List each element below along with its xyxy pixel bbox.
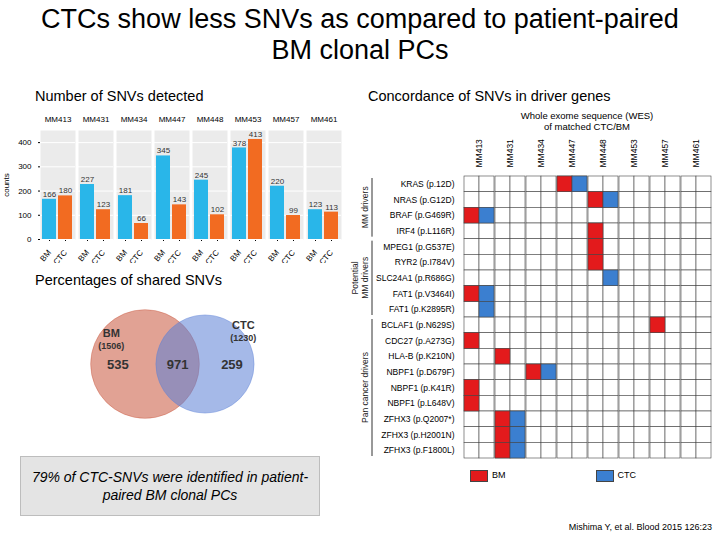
svg-text:MM461: MM461 [311,115,338,124]
svg-text:CTC: CTC [52,248,70,263]
svg-text:123: 123 [97,200,111,209]
html-text:CTC: CTC [617,470,636,481]
svg-text:counts: counts [2,173,11,197]
svg-text:MM434: MM434 [121,115,148,124]
svg-text:(1230): (1230) [230,333,256,343]
svg-text:IRF4 (p.L116R): IRF4 (p.L116R) [397,226,455,236]
svg-text:66: 66 [137,214,146,223]
svg-text:MPEG1 (p.G537E): MPEG1 (p.G537E) [383,242,455,252]
svg-text:KRAS (p.12D): KRAS (p.12D) [401,179,455,189]
svg-text:MM431: MM431 [83,115,110,124]
svg-text:99: 99 [289,206,298,215]
svg-text:CTC: CTC [128,248,146,263]
svg-text:535: 535 [107,357,129,372]
svg-text:200: 200 [18,187,32,196]
svg-text:HLA-B (p.K210N): HLA-B (p.K210N) [388,351,454,361]
svg-text:BM: BM [103,327,120,339]
svg-text:CDC27 (p.A273G): CDC27 (p.A273G) [385,336,455,346]
svg-text:227: 227 [81,175,95,184]
svg-text:MM453: MM453 [629,139,639,168]
svg-text:BCLAF1 (p.N629S): BCLAF1 (p.N629S) [381,320,454,330]
svg-text:378: 378 [233,139,247,148]
svg-text:NBPF1 (p.L648V): NBPF1 (p.L648V) [387,398,454,408]
svg-text:MM448: MM448 [197,115,224,124]
html-text:Number of SNVs detected: Number of SNVs detected [35,88,204,104]
svg-text:FAT1 (p.K2895R): FAT1 (p.K2895R) [389,304,455,314]
svg-text:ZFHX3 (p.H2001N): ZFHX3 (p.H2001N) [381,430,454,440]
svg-text:ZFHX3 (p.Q2007*): ZFHX3 (p.Q2007*) [384,414,455,424]
svg-text:NBPF1 (p.K41R): NBPF1 (p.K41R) [391,383,455,393]
svg-text:CTC: CTC [90,248,108,263]
svg-text:143: 143 [173,195,187,204]
svg-text:123: 123 [309,200,323,209]
svg-text:245: 245 [195,171,209,180]
svg-text:Potential: Potential [350,261,360,294]
html-text:Concordance of SNVs in driver: Concordance of SNVs in driver genes [368,88,611,104]
svg-text:MM drivers: MM drivers [360,257,370,299]
html-text:Whole exome sequence (WES) of: Whole exome sequence (WES) of matched CT… [520,110,654,132]
svg-text:MM453: MM453 [235,115,262,124]
svg-text:180: 180 [59,186,73,195]
svg-text:MM447: MM447 [567,139,577,168]
svg-text:345: 345 [157,146,171,155]
svg-text:MM434: MM434 [536,139,546,168]
svg-text:CTC: CTC [280,248,298,263]
svg-text:113: 113 [325,203,338,212]
svg-text:RYR2 (p.I784V): RYR2 (p.I784V) [395,257,455,267]
svg-text:MM457: MM457 [273,115,300,124]
svg-text:CTC: CTC [242,248,260,263]
svg-text:CTC: CTC [166,248,184,263]
svg-text:971: 971 [167,357,189,372]
svg-text:0: 0 [27,235,32,244]
svg-text:MM461: MM461 [691,139,701,168]
svg-text:MM457: MM457 [660,139,670,168]
svg-text:MM431: MM431 [505,139,515,168]
svg-text:CTC: CTC [318,248,336,263]
html-text:Mishima Y, et al. Blood 2015 1: Mishima Y, et al. Blood 2015 126:23 [568,522,712,532]
svg-text:MM413: MM413 [474,139,484,168]
svg-text:MM447: MM447 [159,115,186,124]
html-text:79% of CTC-SNVs were identifie: 79% of CTC-SNVs were identified in patie… [31,469,309,503]
svg-text:CTC: CTC [204,248,222,263]
html-text:BM: BM [492,470,506,481]
svg-text:Pan cancer drivers: Pan cancer drivers [360,352,370,423]
svg-text:BRAF (p.G469R): BRAF (p.G469R) [390,210,455,220]
svg-text:MM drivers: MM drivers [360,186,370,228]
svg-text:413: 413 [249,130,263,139]
html-text:CTCs show less SNVs as compare: CTCs show less SNVs as compared to patie… [41,4,679,65]
svg-text:300: 300 [18,162,32,171]
svg-text:ZFHX3 (p.F1800L): ZFHX3 (p.F1800L) [384,445,455,455]
svg-text:NRAS (p.G12D): NRAS (p.G12D) [394,195,455,205]
svg-text:181: 181 [119,186,133,195]
svg-text:100: 100 [18,211,32,220]
svg-text:SLC24A1 (p.R686G): SLC24A1 (p.R686G) [376,273,455,283]
svg-text:259: 259 [221,357,243,372]
html-text:Percentages of shared SNVs: Percentages of shared SNVs [35,272,222,288]
svg-text:(1506): (1506) [98,341,124,351]
svg-text:MM413: MM413 [45,115,72,124]
svg-text:220: 220 [271,177,285,186]
svg-text:MM448: MM448 [598,139,608,168]
svg-text:NBPF1 (p.D679F): NBPF1 (p.D679F) [386,367,454,377]
svg-text:CTC: CTC [232,319,255,331]
svg-text:166: 166 [43,190,57,199]
svg-text:102: 102 [211,205,225,214]
svg-text:400: 400 [18,138,32,147]
svg-text:FAT1 (p.V3464I): FAT1 (p.V3464I) [393,289,455,299]
